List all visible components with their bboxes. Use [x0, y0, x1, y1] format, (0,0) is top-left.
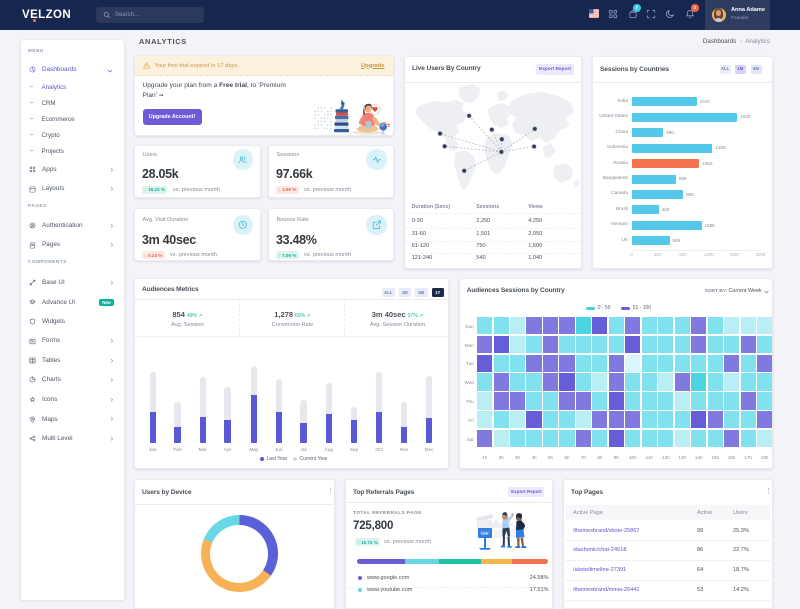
svg-text:Link: Link	[481, 532, 488, 536]
